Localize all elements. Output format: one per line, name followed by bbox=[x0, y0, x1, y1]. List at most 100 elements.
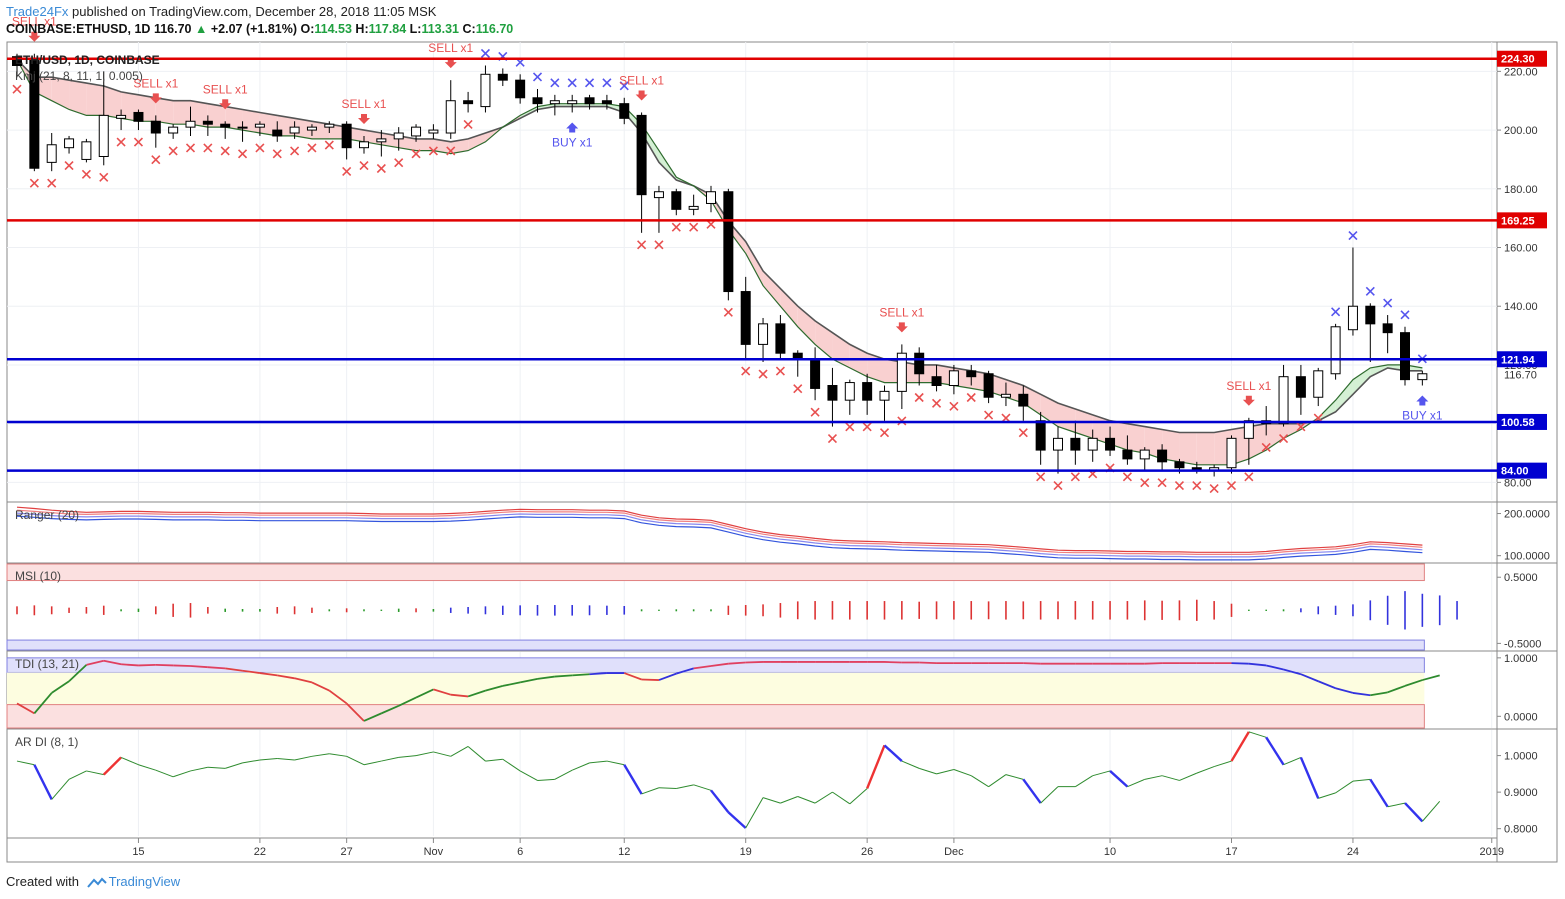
ardi-line-segment bbox=[693, 784, 712, 791]
tdi-line-segment bbox=[68, 664, 88, 682]
candle-bearish bbox=[1400, 332, 1410, 381]
signal-x-mark bbox=[914, 392, 924, 403]
x-mark-stroke bbox=[411, 149, 421, 159]
candle-bullish bbox=[1243, 420, 1254, 439]
tdi-line-segment bbox=[259, 672, 278, 677]
x-mark-stroke bbox=[272, 149, 282, 159]
x-mark-stroke bbox=[845, 422, 855, 432]
tdi-line-segment bbox=[676, 667, 694, 675]
sell-arrow-icon bbox=[1242, 395, 1255, 406]
signal-x-mark bbox=[1244, 472, 1254, 482]
signal-x-mark bbox=[1226, 481, 1237, 491]
ardi-line-segment bbox=[658, 787, 677, 789]
x-mark-stroke bbox=[637, 240, 647, 250]
candle-bullish bbox=[948, 370, 959, 387]
ardi-line-segment bbox=[832, 791, 851, 805]
kmj-cloud-segment bbox=[1179, 432, 1197, 465]
ardi-line-segment bbox=[1369, 778, 1389, 808]
author-link[interactable]: Trade24Fx bbox=[6, 4, 69, 19]
candle-bullish bbox=[1347, 305, 1358, 331]
tdi-line-segment bbox=[485, 685, 504, 692]
signal-x-mark bbox=[845, 422, 855, 432]
signal-x-mark bbox=[29, 178, 39, 188]
x-mark-stroke bbox=[1209, 483, 1219, 494]
kmj-cloud-segment bbox=[103, 86, 122, 119]
last-price-axis-label: 116.70 bbox=[1504, 370, 1537, 382]
x-mark-stroke bbox=[879, 428, 890, 438]
y-tick-label: 220.00 bbox=[1504, 66, 1538, 78]
kmj-cloud-segment bbox=[1352, 367, 1371, 395]
open-label: O: bbox=[300, 22, 315, 36]
ardi-line-segment bbox=[190, 766, 208, 772]
y-tick-label: 140.00 bbox=[1504, 301, 1538, 313]
tradingview-link[interactable]: TradingView bbox=[108, 874, 181, 889]
signal-x-mark bbox=[255, 143, 265, 153]
candle-bearish bbox=[740, 291, 751, 345]
x-mark-stroke bbox=[446, 146, 456, 156]
candle-bullish bbox=[1087, 437, 1098, 451]
signal-x-mark bbox=[1348, 230, 1358, 241]
candle-bullish bbox=[1226, 437, 1237, 469]
signal-x-mark bbox=[1157, 478, 1167, 488]
y-tick-label: 0.9000 bbox=[1504, 787, 1538, 799]
candle-bullish bbox=[237, 126, 248, 129]
kmj-cloud-segment bbox=[1196, 432, 1215, 465]
tdi-line-segment bbox=[415, 688, 434, 699]
sell-arrow-icon bbox=[149, 93, 162, 104]
candle-bearish bbox=[1365, 305, 1376, 325]
kmj-cloud-segment bbox=[173, 100, 191, 125]
ardi-line-segment bbox=[1092, 770, 1111, 777]
kmj-cloud-segment bbox=[1058, 403, 1076, 433]
signal-x-mark bbox=[376, 163, 386, 174]
candle-bullish bbox=[480, 73, 491, 108]
signal-x-mark bbox=[463, 119, 473, 130]
tdi-line-segment bbox=[1248, 662, 1267, 667]
level-price-label: 169.25 bbox=[1501, 215, 1535, 227]
kmj-cloud-segment bbox=[745, 241, 764, 286]
x-mark-stroke bbox=[1365, 286, 1375, 296]
x-mark-stroke bbox=[185, 143, 196, 153]
signal-x-mark bbox=[359, 160, 369, 171]
x-mark-stroke bbox=[914, 392, 924, 403]
tdi-line-segment bbox=[16, 702, 35, 715]
ardi-line-segment bbox=[1075, 775, 1093, 788]
ardi-line-segment bbox=[155, 769, 174, 778]
ardi-line-segment bbox=[641, 787, 660, 795]
x-mark-stroke bbox=[966, 392, 976, 403]
sell-signal-label: SELL x1 bbox=[879, 305, 924, 319]
candle-bearish bbox=[775, 323, 786, 354]
indicator-title: AR DI (8, 1) bbox=[15, 735, 78, 749]
kmj-cloud-segment bbox=[797, 306, 816, 345]
sell-arrow-icon bbox=[635, 90, 648, 101]
candle-bullish bbox=[289, 126, 300, 134]
signal-x-mark bbox=[151, 155, 161, 165]
x-mark-stroke bbox=[584, 78, 595, 88]
publish-header: Trade24Fx published on TradingView.com, … bbox=[6, 4, 436, 19]
signal-x-mark bbox=[185, 143, 196, 153]
candle-bullish bbox=[688, 205, 699, 210]
created-with-text: Created with bbox=[6, 874, 79, 889]
ardi-line-segment bbox=[242, 759, 260, 764]
ardi-line-segment bbox=[16, 760, 35, 766]
ardi-line-segment bbox=[676, 784, 694, 789]
ardi-line-segment bbox=[883, 744, 903, 762]
ardi-line-segment bbox=[554, 769, 573, 780]
signal-x-mark bbox=[394, 158, 404, 168]
ardi-line-segment bbox=[259, 758, 278, 761]
candle-bullish bbox=[168, 126, 179, 134]
tdi-line-segment bbox=[623, 672, 642, 681]
candle-bullish bbox=[185, 120, 196, 128]
tdi-line-segment bbox=[1283, 668, 1302, 676]
x-mark-stroke bbox=[1226, 481, 1237, 491]
signal-x-mark bbox=[879, 428, 890, 438]
sell-arrow-icon bbox=[219, 99, 232, 110]
candle-bearish bbox=[1035, 420, 1046, 451]
tdi-line-segment bbox=[277, 674, 295, 680]
x-tick-label: Nov bbox=[424, 846, 444, 858]
ardi-line-segment bbox=[953, 769, 972, 777]
kmj-cloud-segment bbox=[1075, 408, 1093, 439]
tdi-line-segment bbox=[138, 663, 156, 667]
x-mark-stroke bbox=[29, 178, 39, 188]
signal-x-mark bbox=[1209, 483, 1219, 494]
ardi-line-segment bbox=[589, 760, 607, 764]
